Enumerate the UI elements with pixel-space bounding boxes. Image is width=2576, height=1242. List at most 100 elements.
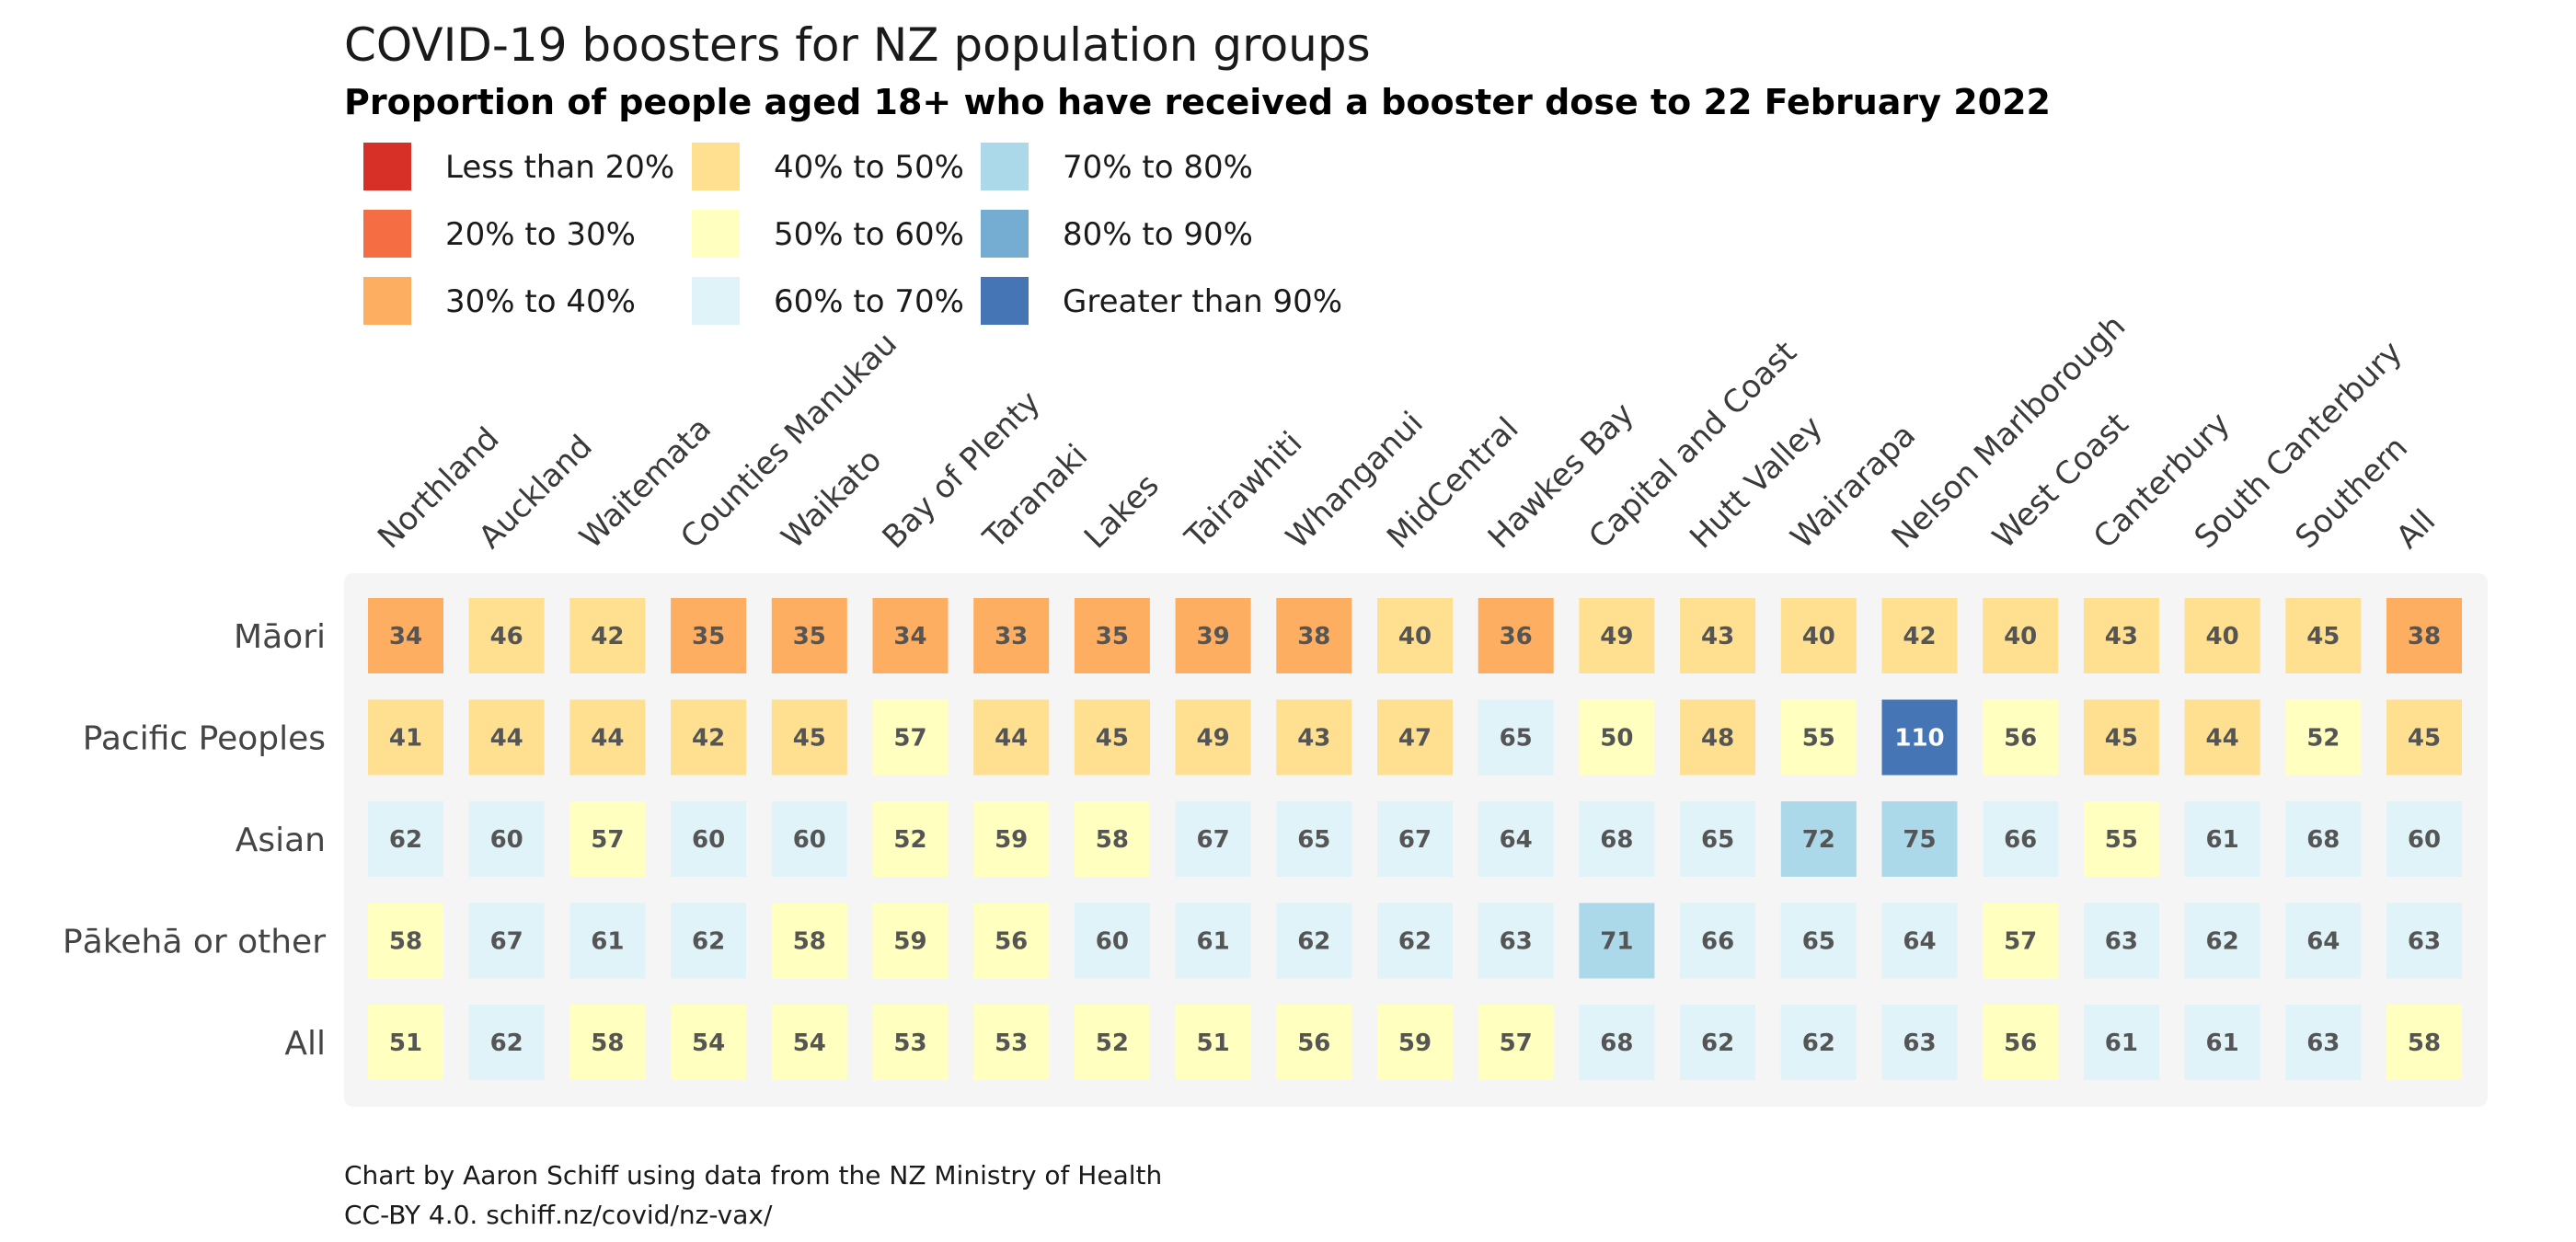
heatmap-cell-value: 55 [1802, 725, 1835, 753]
heatmap-cell-value: 66 [2004, 826, 2037, 854]
heatmap-cell-value: 67 [490, 928, 523, 956]
heatmap-cell [368, 903, 443, 979]
heatmap-cell [1478, 699, 1554, 776]
heatmap-cell-value: 48 [1701, 725, 1734, 753]
row-label-all: All [284, 1025, 326, 1063]
heatmap-cell-value: 40 [2206, 623, 2239, 650]
heatmap-cell-value: 65 [1802, 928, 1835, 956]
heatmap-cell [468, 903, 545, 979]
heatmap-cell-value: 64 [1903, 928, 1936, 956]
row-labels: Māori Pacific Peoples Asian Pākehā or other… [63, 618, 326, 1063]
heatmap-cell [1276, 699, 1352, 776]
column-label-all: All [2389, 502, 2443, 556]
heatmap-cell-value: 62 [2206, 928, 2239, 956]
legend-label-20-to-30: 20% to 30% [445, 216, 636, 253]
heatmap-cell-value: 63 [1500, 928, 1533, 956]
legend-label-80-to-90: 80% to 90% [1063, 216, 1253, 253]
heatmap-cell [1579, 598, 1655, 673]
heatmap-cell [2083, 699, 2159, 776]
row-label-maori: Māori [234, 618, 326, 656]
heatmap-cell [1276, 1005, 1352, 1080]
heatmap-cell-value: 67 [1197, 826, 1230, 854]
heatmap-cell-value: 63 [2105, 928, 2138, 956]
heatmap-cell [1983, 598, 2059, 673]
heatmap-cell [569, 1005, 646, 1080]
heatmap-cell [1579, 1005, 1655, 1080]
heatmap-cell [671, 699, 747, 776]
heatmap-cell-value: 59 [1398, 1029, 1432, 1057]
heatmap-cell [1276, 801, 1352, 877]
heatmap-cell-value: 55 [2105, 826, 2138, 854]
heatmap-cell [2386, 1005, 2462, 1080]
heatmap-cell [1579, 903, 1655, 979]
heatmap-cell [1780, 598, 1857, 673]
heatmap-cell [771, 699, 847, 776]
heatmap-cell [1881, 598, 1958, 673]
heatmap-cell-value: 59 [995, 826, 1028, 854]
heatmap-cell [1680, 1005, 1756, 1080]
heatmap-cell [2386, 699, 2462, 776]
heatmap-cell [1175, 903, 1251, 979]
heatmap-cell [468, 598, 545, 673]
heatmap-cell-value: 34 [893, 623, 926, 650]
legend-swatch-40-to-50 [692, 143, 740, 190]
heatmap-cell [771, 903, 847, 979]
heatmap-cell [1276, 598, 1352, 673]
heatmap-cell [1074, 801, 1150, 877]
heatmap-cell-value: 43 [1297, 725, 1330, 753]
legend-label-60-to-70: 60% to 70% [774, 283, 964, 320]
heatmap-cell [1478, 903, 1554, 979]
heatmap-cell [1881, 801, 1958, 877]
heatmap-cell [368, 1005, 443, 1080]
heatmap-cell [1377, 801, 1453, 877]
heatmap-cell-value: 58 [793, 928, 826, 956]
heatmap-cell [2386, 903, 2462, 979]
heatmap-cell-value: 40 [1398, 623, 1432, 650]
heatmap-cell [1680, 903, 1756, 979]
heatmap-cell [671, 598, 747, 673]
heatmap-cell-value: 65 [1500, 725, 1533, 753]
heatmap-cell-value: 42 [1903, 623, 1936, 650]
heatmap-cell-value: 35 [1096, 623, 1129, 650]
heatmap-cell-value: 40 [1802, 623, 1835, 650]
legend-swatch-70-to-80 [981, 143, 1029, 190]
heatmap-cell [1074, 699, 1150, 776]
heatmap-cell [973, 903, 1050, 979]
legend-label-50-to-60: 50% to 60% [774, 216, 964, 253]
heatmap-cell-value: 62 [1701, 1029, 1734, 1057]
heatmap-cell [1983, 699, 2059, 776]
heatmap-cell-value: 65 [1701, 826, 1734, 854]
heatmap-cell-value: 44 [995, 725, 1028, 753]
heatmap-cell-value: 66 [1701, 928, 1734, 956]
heatmap-cell-value: 60 [1096, 928, 1129, 956]
heatmap-cell [1780, 801, 1857, 877]
heatmap-cell-value: 42 [591, 623, 624, 650]
heatmap-cell-value: 62 [1802, 1029, 1835, 1057]
heatmap-cell-value: 58 [389, 928, 422, 956]
legend-swatch-20-to-30 [363, 210, 411, 258]
legend-swatch-80-to-90 [981, 210, 1029, 258]
heatmap-cell-value: 58 [2408, 1029, 2441, 1057]
heatmap-cell [1074, 903, 1150, 979]
heatmap-cell-value: 53 [995, 1029, 1028, 1057]
heatmap-cell [2083, 903, 2159, 979]
heatmap-cell [2184, 598, 2260, 673]
heatmap-cell [569, 598, 646, 673]
heatmap-cell [2083, 1005, 2159, 1080]
heatmap-cell [1680, 801, 1756, 877]
heatmap-cell-value: 60 [692, 826, 725, 854]
heatmap-cell-value: 62 [1297, 928, 1330, 956]
heatmap-cell-value: 34 [389, 623, 422, 650]
heatmap-cell-value: 57 [893, 725, 926, 753]
legend-swatch-60-to-70 [692, 277, 740, 325]
heatmap-cell [569, 699, 646, 776]
heatmap-cell [1881, 1005, 1958, 1080]
heatmap-cell [569, 801, 646, 877]
legend-swatch-less-than-20 [363, 143, 411, 190]
heatmap-cell-value: 35 [692, 623, 725, 650]
heatmap-cell [1175, 801, 1251, 877]
heatmap-cell-value: 51 [1197, 1029, 1230, 1057]
heatmap-cell [1680, 598, 1756, 673]
heatmap-cell [2285, 699, 2362, 776]
